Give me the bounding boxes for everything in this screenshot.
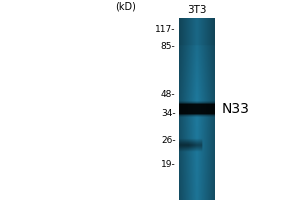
Text: 117-: 117- bbox=[155, 25, 175, 34]
Text: 34-: 34- bbox=[161, 109, 176, 118]
Text: N33: N33 bbox=[222, 102, 250, 116]
Text: 26-: 26- bbox=[161, 136, 176, 145]
Text: 85-: 85- bbox=[161, 42, 176, 51]
Text: 3T3: 3T3 bbox=[187, 5, 206, 15]
Text: (kD): (kD) bbox=[116, 1, 136, 11]
Text: 48-: 48- bbox=[161, 90, 176, 99]
Text: 19-: 19- bbox=[161, 160, 176, 169]
